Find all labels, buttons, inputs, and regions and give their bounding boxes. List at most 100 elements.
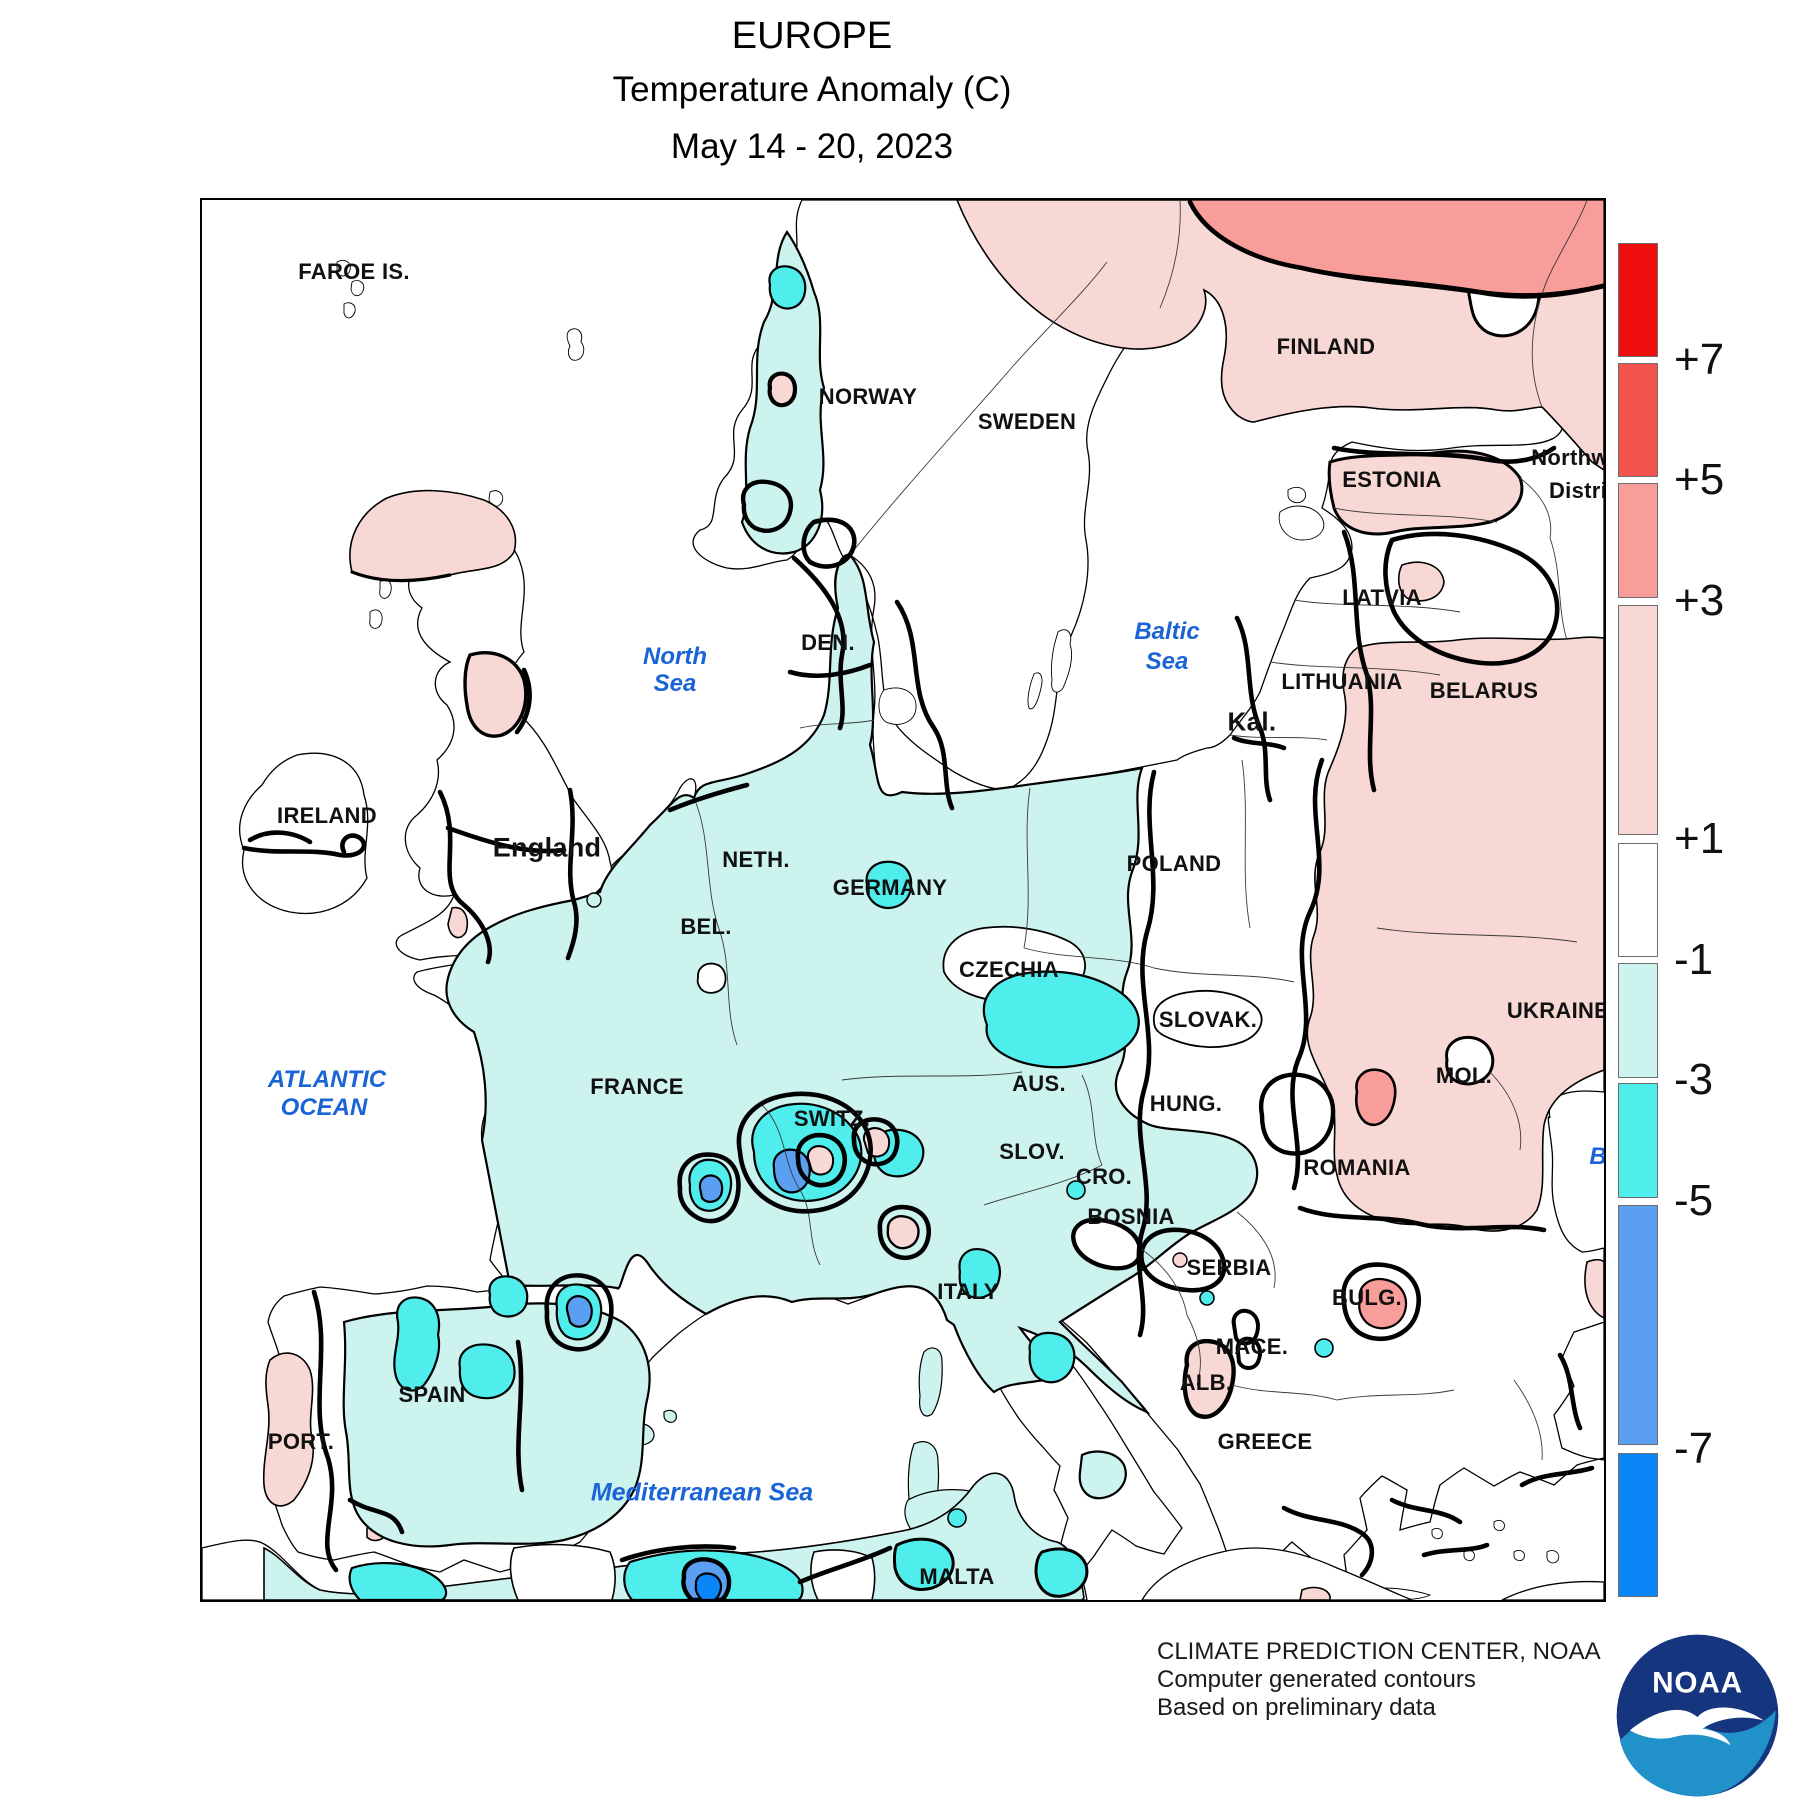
noaa-logo-svg: NOAA	[1616, 1634, 1779, 1797]
legend-block	[1618, 963, 1658, 1078]
anomaly-pinkcore-alps-a	[806, 1145, 835, 1176]
europe-anomaly-map: FAROE IS. NORWAY SWEDEN FINLAND ESTONIA LATVI…	[200, 198, 1606, 1602]
country-label: LATVIA	[1342, 585, 1422, 610]
country-borders	[693, 200, 1588, 1461]
europe-map-svg	[202, 200, 1604, 1600]
legend-block	[1618, 1083, 1658, 1198]
country-label: Northw	[1531, 445, 1606, 470]
country-label: CRO.	[1075, 1164, 1133, 1189]
anomaly-cyan2-morocco	[348, 1561, 448, 1600]
country-label: MALTA	[919, 1564, 995, 1589]
country-label: SLOV.	[999, 1139, 1065, 1164]
legend-tick-label: +3	[1674, 576, 1725, 625]
country-label: CZECHIA	[959, 957, 1059, 982]
ring-alps-b	[851, 1117, 900, 1167]
anomaly-pink-turkey-edge	[1584, 1258, 1604, 1319]
anomaly-cyan2-libya	[1034, 1547, 1089, 1598]
anomaly-pinkcore-liguria	[886, 1215, 920, 1250]
anomaly-cyan2-bulg-dot	[1314, 1338, 1334, 1358]
ring-macedonia-a	[1231, 1308, 1260, 1346]
legend-tick-label: -5	[1674, 1176, 1714, 1225]
noaa-logo-bird	[1629, 1707, 1764, 1746]
country-label: SLOVAK.	[1158, 1007, 1258, 1032]
anomaly-salmoncore-bulgaria	[1358, 1278, 1408, 1330]
ring-serbia	[1139, 1227, 1227, 1293]
legend-block	[1618, 483, 1658, 598]
country-label: ROMANIA	[1303, 1155, 1411, 1180]
saaremaa-island	[1278, 487, 1325, 541]
country-label: HUNG.	[1149, 1091, 1223, 1116]
anomaly-cyan2-tunisia	[892, 1537, 955, 1591]
country-label: ESTONIA	[1342, 467, 1442, 492]
ring-liguria	[877, 1204, 931, 1260]
footer-agency: CLIMATE PREDICTION CENTER, NOAA	[1157, 1638, 1601, 1665]
country-label: BEL.	[680, 914, 732, 939]
anomaly-cyan2-croatia-dot	[1066, 1180, 1086, 1200]
oland-island	[1027, 672, 1043, 710]
sea-label: Mediterranean Sea	[590, 1478, 814, 1507]
anomaly-cyan-puglia-heel	[1078, 1450, 1127, 1500]
noaa-logo: NOAA	[1615, 1633, 1780, 1798]
title-date-range: May 14 - 20, 2023	[670, 127, 954, 166]
sea-label: Sea	[1145, 648, 1189, 675]
anomaly-pink-portugal	[262, 1352, 314, 1507]
title-variable: Temperature Anomaly (C)	[612, 70, 1012, 109]
anomaly-cyan2-norway-core	[768, 265, 807, 310]
sea-label: Baltic	[1134, 618, 1200, 645]
country-label: GREECE	[1217, 1429, 1313, 1454]
country-label: ITALY	[937, 1279, 999, 1304]
country-label: FAROE IS.	[298, 259, 410, 284]
country-label: PORT.	[267, 1429, 335, 1454]
ireland-island	[239, 752, 369, 915]
anomaly-cyan-central-europe	[445, 553, 1259, 1414]
country-label: UKRAINE	[1506, 998, 1606, 1023]
country-label: Distri	[1548, 478, 1606, 503]
country-label: NORWAY	[818, 384, 918, 409]
country-label: MOL.	[1435, 1063, 1493, 1088]
anomaly-cyan2-spain-south	[458, 1343, 516, 1400]
white-hole-algeria	[509, 1543, 616, 1600]
egypt-coast	[1501, 1580, 1604, 1600]
map-title-block: EUROPE Temperature Anomaly (C) May 14 - …	[613, 10, 1012, 176]
anomaly-pinkcore-norway	[767, 371, 798, 408]
anomaly-deepblue-africa	[694, 1572, 723, 1600]
country-label: DEN.	[801, 630, 855, 655]
hebrides-islands	[369, 579, 392, 629]
anomaly-salmon-romania	[1354, 1068, 1397, 1127]
anomaly-pink-latvia-bit	[1397, 561, 1445, 602]
anomaly-cyan2-spain-center	[393, 1296, 441, 1392]
sea-label: ATLANTIC	[267, 1066, 387, 1093]
legend-tick-label: +7	[1674, 335, 1725, 384]
country-label: SPAIN	[398, 1382, 466, 1407]
anomaly-pink-devon	[447, 906, 468, 939]
country-label: MACE.	[1215, 1334, 1289, 1359]
anomaly-blue-pyrenees	[565, 1295, 593, 1328]
country-label: Kal.	[1227, 706, 1277, 737]
ring-macedonia-b	[1235, 1336, 1263, 1370]
legend-block	[1618, 243, 1658, 357]
country-label: England	[492, 832, 602, 863]
anomaly-blue-alps	[772, 1148, 811, 1194]
anomaly-cyan-kent-dot	[586, 892, 602, 908]
sea-label: Sea	[653, 670, 697, 697]
footer-method: Computer generated contours	[1157, 1666, 1476, 1693]
white-hole-belgium	[696, 962, 727, 994]
anomaly-cyan2-germany	[865, 860, 913, 909]
country-label: SERBIA	[1186, 1255, 1272, 1280]
corsica-island	[918, 1347, 943, 1417]
legend-block	[1618, 605, 1658, 835]
legend-tick-label: +1	[1674, 814, 1725, 863]
anomaly-blue-south-france	[698, 1174, 724, 1203]
anomaly-cyan2-zaragoza	[488, 1275, 529, 1318]
aegean-islands	[1431, 1519, 1560, 1564]
anomaly-pinkdot-serbia	[1172, 1252, 1188, 1268]
country-label: BULG.	[1332, 1285, 1402, 1310]
thick-contours	[241, 200, 1604, 1585]
anomaly-pink-north-england	[463, 651, 528, 738]
gotland-island	[1051, 629, 1073, 693]
legend-tick-label: +5	[1674, 455, 1725, 504]
sea-label: B	[1589, 1143, 1606, 1170]
legend-block	[1618, 1205, 1658, 1445]
legend-tick-label: -7	[1674, 1424, 1714, 1473]
